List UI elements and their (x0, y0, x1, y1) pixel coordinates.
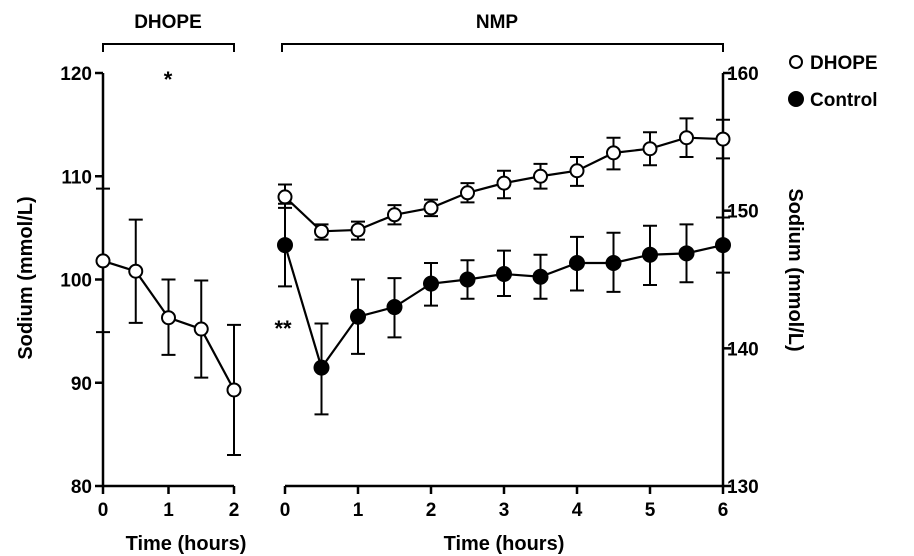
dhope-y-tick-label: 120 (60, 64, 92, 85)
nmp-x-tick-label: 0 (280, 500, 291, 521)
data-point (715, 131, 731, 147)
nmp-y-tick-label: 130 (727, 477, 759, 498)
data-point (277, 237, 293, 254)
dhope-y-tick-label: 80 (71, 477, 92, 498)
data-point (350, 308, 366, 325)
nmp-y-tick-label: 140 (727, 339, 759, 360)
nmp-x-axis-label: Time (hours) (444, 533, 565, 555)
dhope-y-tick-label: 90 (71, 374, 92, 395)
nmp-y-ticks: 130 140 150 160 (723, 64, 759, 498)
data-point (569, 163, 585, 179)
dhope-x-axis-label: Time (hours) (126, 533, 247, 555)
dhope-y-ticks: 80 90 100 110 120 (60, 64, 103, 498)
data-point (459, 271, 476, 288)
nmp-y-tick-label: 160 (727, 64, 759, 85)
dhope-plot-area (95, 187, 242, 457)
nmp-x-tick-label: 4 (572, 500, 583, 521)
nmp-section-bracket (281, 43, 724, 52)
nmp-x-tick-label: 3 (499, 500, 510, 521)
dhope-x-tick-label: 2 (229, 500, 240, 521)
data-point (313, 359, 330, 376)
legend-label-dhope: DHOPE (810, 53, 878, 74)
data-point (314, 223, 329, 239)
dhope-y-tick-label: 100 (60, 271, 92, 292)
nmp-x-ticks: 0 1 2 3 4 5 6 (280, 486, 729, 521)
dhope-significance-annotation: * (164, 67, 173, 92)
legend-label-control: Control (810, 90, 878, 111)
dhope-panel: DHOPE * 80 90 100 110 120 0 1 2 Sodium (mmol/L… (15, 12, 246, 555)
nmp-plot-area (277, 117, 731, 416)
data-point (226, 382, 242, 398)
data-point (679, 130, 694, 146)
dhope-series-dhope (95, 187, 242, 457)
legend-marker-control (788, 91, 804, 107)
nmp-panel: NMP ** 130 140 150 160 0 1 2 3 4 5 6 Sodium (mmol… (274, 12, 806, 555)
legend-marker-dhope (789, 55, 803, 69)
dhope-x-tick-label: 1 (163, 500, 174, 521)
data-point (95, 253, 111, 269)
nmp-x-tick-label: 1 (353, 500, 364, 521)
data-point (532, 268, 549, 285)
data-point (642, 141, 658, 157)
nmp-series-dhope (277, 117, 731, 241)
dhope-x-ticks: 0 1 2 (98, 486, 240, 521)
nmp-series-control (277, 202, 731, 416)
legend: DHOPE Control (788, 53, 878, 111)
data-point (715, 237, 731, 254)
nmp-section-label: NMP (476, 12, 519, 33)
nmp-x-tick-label: 5 (645, 500, 656, 521)
nmp-significance-annotation: ** (274, 316, 292, 341)
data-point (161, 310, 176, 326)
nmp-y-axis-label: Sodium (mmol/L) (784, 188, 806, 351)
data-point (533, 168, 548, 184)
data-point (423, 275, 439, 292)
data-point (642, 246, 658, 263)
data-point (387, 207, 402, 223)
dhope-x-tick-label: 0 (98, 500, 109, 521)
data-point (460, 185, 475, 201)
dhope-section-label: DHOPE (134, 12, 202, 33)
nmp-x-tick-label: 2 (426, 500, 437, 521)
data-point (496, 265, 512, 282)
data-point (569, 254, 585, 271)
dhope-y-axis-label: Sodium (mmol/L) (15, 196, 37, 359)
data-point (496, 175, 512, 191)
data-point (423, 200, 439, 216)
data-point (678, 245, 695, 262)
data-point (277, 189, 293, 205)
data-point (606, 145, 621, 161)
data-point (193, 321, 209, 337)
nmp-x-tick-label: 6 (718, 500, 729, 521)
dhope-y-tick-label: 110 (61, 167, 92, 188)
data-point (605, 254, 622, 271)
data-point (350, 222, 366, 238)
nmp-y-tick-label: 150 (727, 202, 759, 223)
data-point (386, 299, 403, 316)
data-point (128, 263, 144, 279)
dhope-section-bracket (102, 43, 235, 52)
